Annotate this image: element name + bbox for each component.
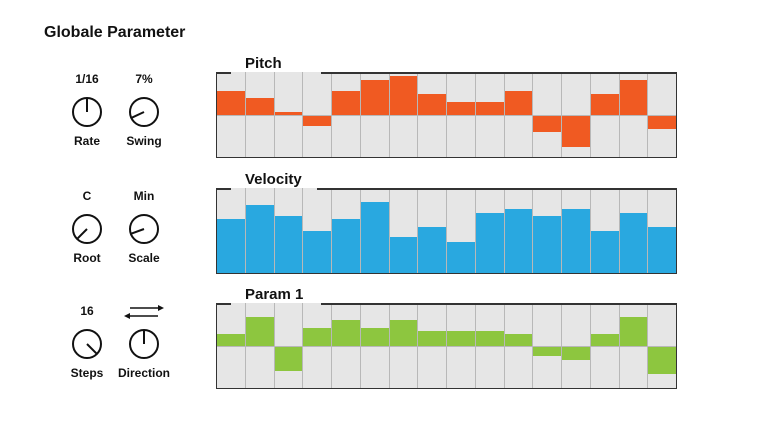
- step-bar[interactable]: [475, 101, 504, 115]
- knob-value: C: [82, 189, 92, 203]
- step-bar[interactable]: [332, 320, 360, 346]
- step-bar[interactable]: [303, 328, 331, 346]
- step-cell[interactable]: [217, 188, 246, 273]
- step-bar[interactable]: [217, 90, 245, 115]
- step-cell[interactable]: [590, 188, 620, 273]
- step-bar[interactable]: [590, 334, 619, 346]
- step-cell[interactable]: [332, 72, 361, 157]
- step-bar[interactable]: [562, 209, 590, 273]
- knob-dial-icon[interactable]: [71, 96, 103, 128]
- step-cell[interactable]: [360, 188, 390, 273]
- lane-param-1: Param 1: [216, 286, 677, 389]
- step-bar[interactable]: [360, 201, 389, 273]
- step-bar[interactable]: [648, 345, 676, 374]
- knob-direction[interactable]: Direction: [109, 304, 179, 380]
- step-bar[interactable]: [274, 216, 303, 273]
- step-bar[interactable]: [447, 101, 475, 115]
- step-cell[interactable]: [274, 188, 304, 273]
- step-bar[interactable]: [533, 216, 561, 273]
- knob-dial-icon[interactable]: [128, 96, 160, 128]
- knob-label: Scale: [128, 251, 160, 265]
- step-cell[interactable]: [504, 188, 534, 273]
- step-bar[interactable]: [332, 219, 360, 273]
- step-bar[interactable]: [475, 212, 504, 273]
- lane-pitch: Pitch: [216, 55, 677, 158]
- step-bar[interactable]: [389, 237, 418, 273]
- step-cell[interactable]: [562, 188, 591, 273]
- knob-label: Steps: [70, 366, 104, 380]
- knob-scale[interactable]: Min Scale: [109, 189, 179, 265]
- step-cell[interactable]: [389, 188, 419, 273]
- step-bar[interactable]: [619, 317, 648, 346]
- knob-dial-icon[interactable]: [128, 213, 160, 245]
- knob-label: Direction: [117, 366, 170, 380]
- step-bar[interactable]: [418, 331, 446, 346]
- step-bar[interactable]: [418, 93, 446, 115]
- knob-value: 1/16: [75, 72, 99, 86]
- step-bar[interactable]: [447, 331, 475, 346]
- step-cell[interactable]: [447, 188, 476, 273]
- step-bar[interactable]: [648, 114, 676, 130]
- knob-label: Rate: [73, 134, 100, 148]
- step-bar[interactable]: [245, 97, 274, 115]
- step-bar[interactable]: [562, 114, 590, 148]
- bidirectional-arrows-icon[interactable]: [124, 304, 164, 320]
- step-bar[interactable]: [590, 230, 619, 273]
- step-bar[interactable]: [504, 90, 533, 115]
- knob-dial-icon[interactable]: [71, 328, 103, 360]
- step-bar[interactable]: [217, 219, 245, 273]
- step-bar[interactable]: [303, 114, 331, 126]
- step-cell[interactable]: [648, 188, 676, 273]
- knob-root[interactable]: C Root: [52, 189, 122, 265]
- step-bar[interactable]: [332, 90, 360, 115]
- step-bar[interactable]: [533, 345, 561, 357]
- step-bar[interactable]: [389, 320, 418, 346]
- step-bar[interactable]: [504, 209, 533, 273]
- step-cell[interactable]: [303, 188, 332, 273]
- step-bar[interactable]: [360, 328, 389, 346]
- lane-title: Velocity: [241, 171, 306, 188]
- knob-value: Min: [133, 189, 155, 203]
- step-bar[interactable]: [217, 334, 245, 346]
- lane-title: Pitch: [241, 55, 286, 72]
- step-cell[interactable]: [418, 188, 447, 273]
- step-bar[interactable]: [504, 334, 533, 346]
- step-bar[interactable]: [245, 205, 274, 273]
- step-cell[interactable]: [533, 188, 562, 273]
- step-bar[interactable]: [360, 80, 389, 115]
- step-bar[interactable]: [562, 345, 590, 360]
- knob-swing[interactable]: 7% Swing: [109, 72, 179, 148]
- knob-dial-icon[interactable]: [128, 328, 160, 360]
- knob-dial-icon[interactable]: [71, 213, 103, 245]
- knob-label: Swing: [126, 134, 162, 148]
- knob-value: 16: [80, 304, 94, 318]
- step-bar[interactable]: [619, 212, 648, 273]
- step-bar[interactable]: [303, 230, 331, 273]
- lane-title: Param 1: [241, 286, 308, 303]
- step-cell[interactable]: [332, 188, 361, 273]
- knob-rate[interactable]: 1/16 Rate: [52, 72, 122, 148]
- step-bar[interactable]: [389, 75, 418, 115]
- page-title: Globale Parameter: [44, 24, 186, 41]
- step-cell[interactable]: [245, 188, 275, 273]
- step-bar[interactable]: [619, 80, 648, 115]
- step-bar[interactable]: [590, 93, 619, 115]
- step-bar[interactable]: [274, 112, 303, 115]
- step-cell[interactable]: [619, 188, 649, 273]
- step-bar[interactable]: [245, 317, 274, 346]
- step-bar[interactable]: [447, 241, 475, 273]
- center-line: [217, 345, 676, 347]
- center-line: [217, 114, 676, 116]
- knob-steps[interactable]: 16 Steps: [52, 304, 122, 380]
- step-bar[interactable]: [418, 227, 446, 273]
- step-bar[interactable]: [475, 331, 504, 346]
- step-cell[interactable]: [475, 188, 505, 273]
- step-bar[interactable]: [648, 227, 676, 273]
- knob-value: 7%: [135, 72, 153, 86]
- step-bar[interactable]: [533, 114, 561, 133]
- lane-velocity: Velocity: [216, 171, 677, 274]
- knob-label: Root: [73, 251, 101, 265]
- step-bar[interactable]: [274, 345, 303, 371]
